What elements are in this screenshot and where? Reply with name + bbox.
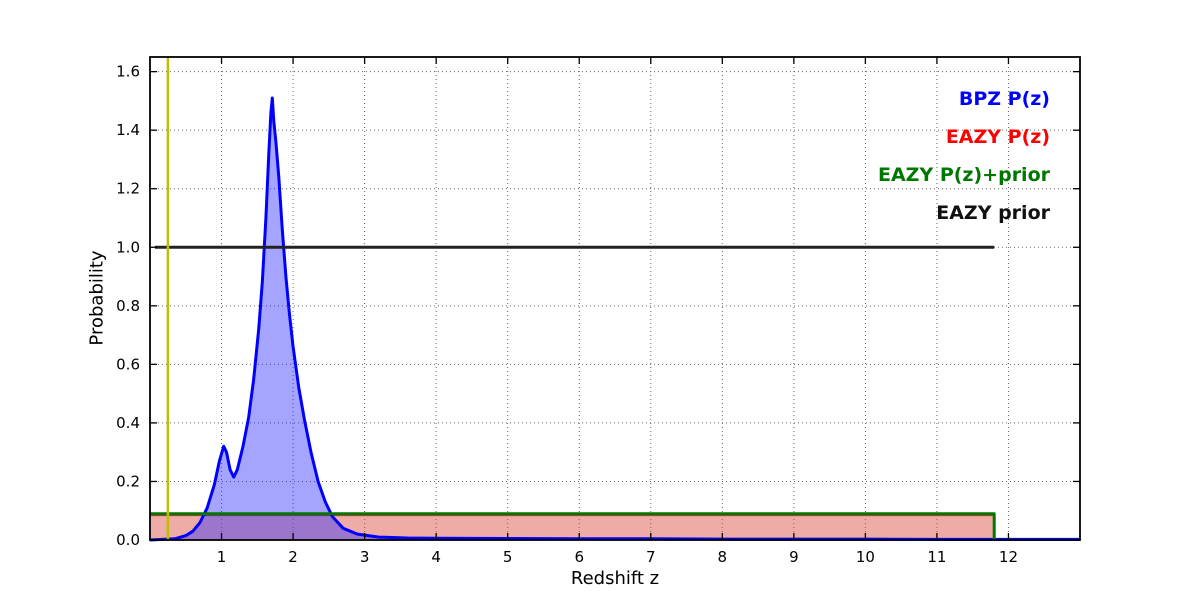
svg-text:8: 8: [718, 548, 728, 566]
svg-text:2: 2: [288, 548, 298, 566]
svg-text:12: 12: [999, 548, 1018, 566]
svg-text:7: 7: [646, 548, 656, 566]
svg-text:1.4: 1.4: [116, 121, 140, 139]
svg-text:6: 6: [574, 548, 584, 566]
svg-text:0.6: 0.6: [116, 355, 140, 373]
svg-text:0.2: 0.2: [116, 472, 140, 490]
svg-text:0.4: 0.4: [116, 414, 140, 432]
svg-text:1.6: 1.6: [116, 63, 140, 81]
svg-text:0.0: 0.0: [116, 531, 140, 549]
legend-entry-eazy-prior: EAZY prior: [936, 202, 1050, 224]
legend-entry-eazy-pz-prior: EAZY P(z)+prior: [877, 164, 1050, 186]
y-axis-label: Probability: [86, 250, 108, 346]
svg-text:4: 4: [431, 548, 441, 566]
svg-text:0.8: 0.8: [116, 297, 140, 315]
legend: BPZ P(z) EAZY P(z) EAZY P(z)+prior EAZY …: [878, 80, 1050, 232]
svg-text:1.2: 1.2: [116, 180, 140, 198]
legend-entry-bpz: BPZ P(z): [958, 88, 1050, 110]
svg-text:5: 5: [503, 548, 513, 566]
x-axis-label: Redshift z: [570, 568, 660, 589]
svg-text:9: 9: [789, 548, 799, 566]
svg-text:11: 11: [927, 548, 946, 566]
svg-text:1.0: 1.0: [116, 238, 140, 256]
svg-text:1: 1: [217, 548, 227, 566]
svg-text:10: 10: [856, 548, 875, 566]
svg-text:3: 3: [360, 548, 370, 566]
legend-entry-eazy-pz: EAZY P(z): [945, 126, 1050, 148]
